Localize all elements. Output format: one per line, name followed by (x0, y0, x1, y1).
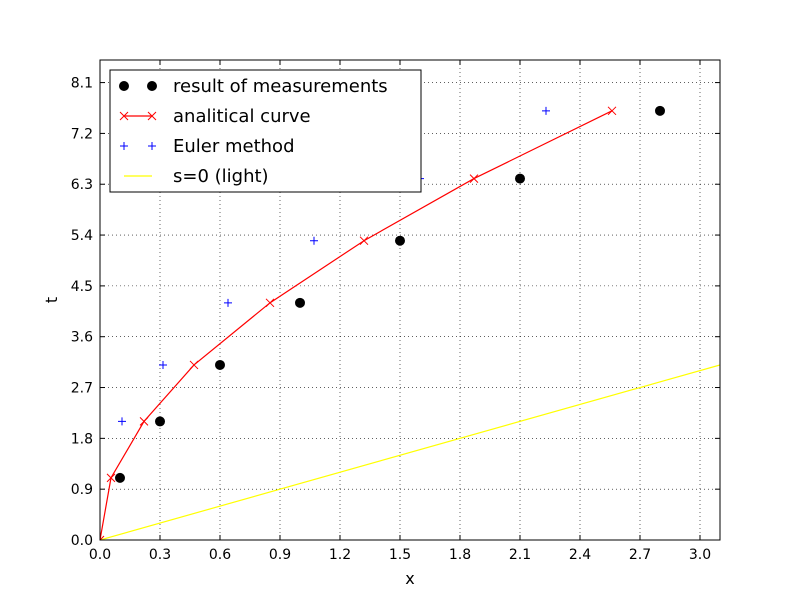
data-point (215, 359, 225, 370)
y-tick-label: 0.0 (71, 533, 93, 549)
data-point (139, 417, 149, 426)
data-point (395, 235, 405, 246)
data-point (159, 360, 167, 369)
y-tick-label: 0.9 (71, 482, 93, 498)
data-point (542, 106, 550, 115)
y-tick-label: 8.1 (71, 76, 93, 92)
data-point (115, 472, 125, 483)
data-point (607, 106, 617, 116)
y-tick-label: 5.4 (71, 228, 93, 244)
series-layer (100, 105, 720, 540)
series-1 (100, 106, 617, 540)
data-point (655, 105, 665, 116)
x-tick-label: 2.1 (509, 547, 531, 563)
x-tick-label: 0.6 (209, 547, 231, 563)
data-point (189, 360, 199, 370)
legend-label: Euler method (173, 136, 295, 157)
data-point (310, 236, 318, 245)
data-point (295, 297, 305, 308)
y-tick-label: 3.6 (71, 330, 93, 346)
y-tick-label: 4.5 (71, 279, 93, 295)
data-point (155, 416, 165, 427)
legend-marker (148, 142, 156, 150)
legend-entry: Euler method (120, 136, 295, 157)
ticks: 0.0 0.3 0.6 0.9 1.2 1.5 1.8 2.1 2.4 2.7 3.0 0.0 0.9 1… (71, 60, 720, 563)
y-tick-label: 7.2 (71, 126, 93, 142)
x-tick-label: 1.5 (389, 547, 411, 563)
x-tick-label: 2.7 (629, 547, 651, 563)
legend-label: analitical curve (173, 106, 311, 127)
x-tick-label: 0.9 (269, 547, 291, 563)
data-point (265, 298, 275, 308)
y-tick-label: 1.8 (71, 431, 93, 447)
data-point (224, 298, 232, 307)
x-axis-label: x (405, 569, 414, 588)
x-tick-label: 1.2 (329, 547, 351, 563)
legend-marker (120, 142, 128, 150)
x-tick-label: 1.8 (449, 547, 471, 563)
data-point (515, 173, 525, 184)
y-axis-label: t (42, 297, 61, 303)
y-tick-label: 2.7 (71, 381, 93, 397)
x-tick-label: 3.0 (689, 547, 711, 563)
series-line (100, 364, 720, 540)
legend-box (109, 69, 422, 193)
data-point (100, 535, 105, 540)
legend-label: s=0 (light) (173, 166, 269, 187)
legend-marker (147, 111, 157, 121)
y-tick-label: 6.3 (71, 177, 93, 193)
legend-marker (147, 81, 157, 91)
series-line (100, 110, 613, 540)
legend-entry: s=0 (light) (124, 166, 269, 187)
series-2 (100, 106, 550, 540)
plot-frame (99, 59, 721, 541)
x-tick-label: 2.4 (569, 547, 591, 563)
data-point (469, 174, 479, 183)
data-point (106, 473, 116, 483)
x-tick-label: 0.3 (149, 547, 171, 563)
series-3 (100, 364, 720, 540)
data-point (118, 417, 126, 426)
legend-label: result of measurements (173, 76, 388, 97)
x-tick-label: 0.0 (89, 547, 111, 563)
legend-marker (119, 81, 129, 91)
legend-entry: result of measurements (119, 76, 388, 97)
legend: result of measurements analitical curve Eu… (109, 69, 422, 193)
series-0 (115, 105, 665, 483)
legend-entry: analitical curve (119, 106, 311, 127)
legend-marker (119, 111, 129, 121)
data-point (359, 236, 369, 246)
